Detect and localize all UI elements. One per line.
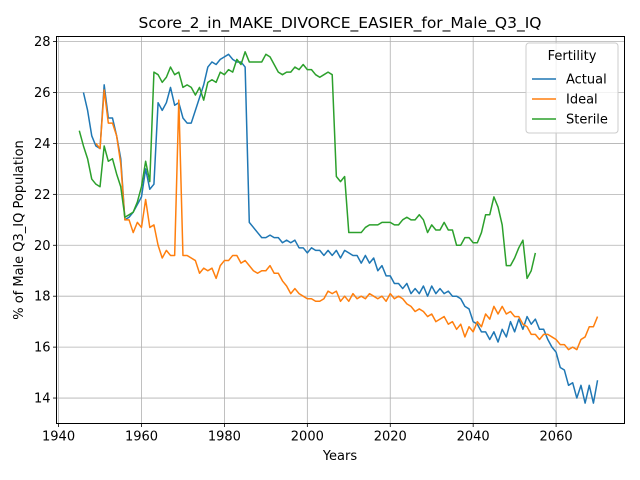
x-tick-label: 1960 (125, 430, 158, 445)
grid (56, 36, 625, 424)
x-tick-label: 1940 (42, 430, 75, 445)
x-tick-label: 2060 (540, 430, 573, 445)
y-tick-label: 20 (34, 239, 51, 254)
y-tick-label: 26 (34, 86, 51, 101)
legend-entries: Actual Ideal Sterile (532, 73, 608, 128)
series-line-ideal (95, 89, 599, 351)
y-tick-label: 24 (34, 137, 51, 152)
legend-label-ideal: Ideal (566, 93, 598, 108)
y-tick-label: 14 (34, 392, 51, 407)
y-tick-label: 16 (34, 341, 51, 356)
x-tick-label: 2040 (457, 430, 490, 445)
legend-label-sterile: Sterile (566, 113, 608, 128)
series-line-sterile (78, 51, 537, 280)
x-tick-label: 2020 (374, 430, 407, 445)
y-tick-label: 18 (34, 290, 51, 305)
series-line-actual (82, 53, 599, 404)
x-tick-label: 1980 (208, 430, 241, 445)
x-tick-label: 2000 (291, 430, 324, 445)
chart-title: Score_2_in_MAKE_DIVORCE_EASIER_for_Male_… (139, 14, 542, 33)
plot-frame (56, 36, 625, 424)
x-axis-label: Years (322, 449, 358, 464)
legend: Fertility Actual Ideal Sterile (525, 42, 619, 134)
y-axis-label: % of Male Q3_IQ Population (12, 140, 27, 320)
y-tick-label: 22 (34, 188, 51, 203)
axis-ticks: 1940 1960 1980 2000 2020 2040 2060 14 16 18 20 22 24… (34, 35, 573, 444)
legend-label-actual: Actual (566, 73, 607, 88)
series-lines (78, 51, 599, 404)
legend-title: Fertility (548, 49, 597, 64)
legend-box (525, 42, 619, 134)
y-tick-label: 28 (34, 35, 51, 50)
